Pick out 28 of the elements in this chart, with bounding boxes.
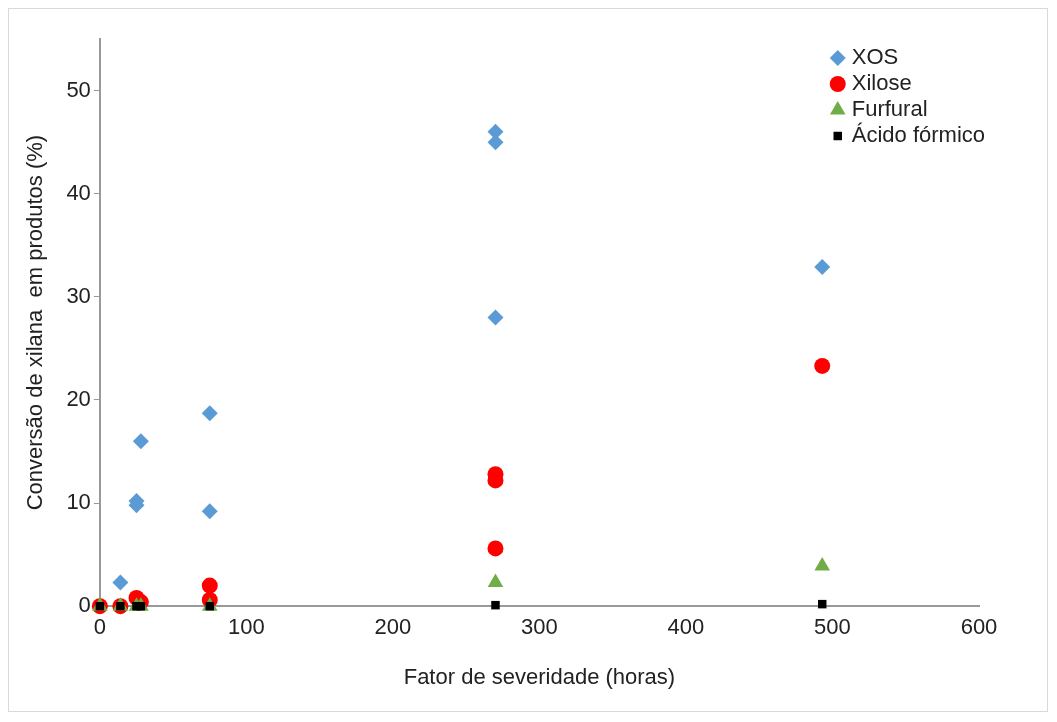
point	[201, 577, 218, 594]
point	[487, 540, 504, 557]
x-tick-label: 500	[814, 614, 851, 640]
legend-label: Furfural	[851, 96, 928, 122]
point	[487, 309, 504, 326]
y-tick-label: 10	[66, 489, 91, 515]
legend-label: Ácido fórmico	[851, 122, 986, 148]
point	[491, 600, 500, 610]
y-tick-label: 40	[66, 179, 91, 205]
x-tick-label: 200	[374, 614, 412, 640]
point	[112, 574, 129, 591]
x-tick-label: 300	[521, 614, 558, 640]
y-tick-label: 0	[78, 592, 91, 618]
point	[132, 433, 149, 450]
legend-label: Xilose	[851, 70, 912, 96]
x-tick-label: 100	[228, 614, 265, 640]
x-axis-title: Fator de severidade (horas)	[403, 663, 676, 689]
point	[201, 405, 218, 422]
point	[201, 503, 218, 520]
point	[814, 258, 831, 275]
y-tick-label: 50	[66, 76, 91, 102]
point	[814, 357, 831, 374]
legend-label: XOS	[851, 44, 899, 70]
y-tick-label: 30	[66, 282, 91, 308]
x-tick-label: 400	[667, 614, 705, 640]
y-tick-label: 20	[66, 386, 91, 412]
x-tick-label: 600	[960, 614, 998, 640]
y-axis-title: Conversão de xilana em produtos (%)	[22, 134, 48, 511]
